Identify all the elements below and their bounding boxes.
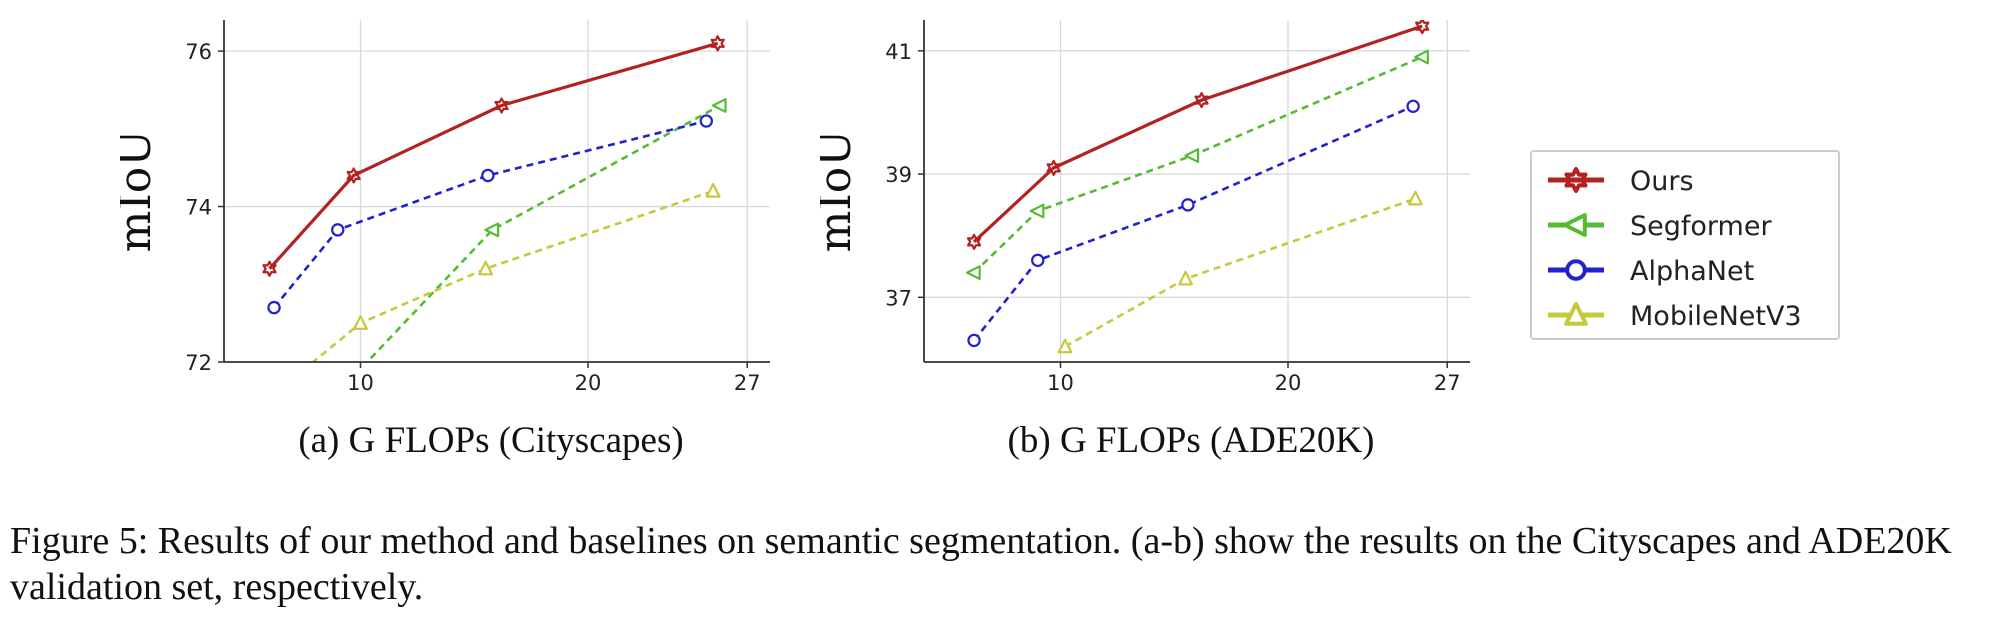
- grid-lines: [924, 20, 1470, 362]
- series-alphanet: [267, 114, 714, 315]
- data-point: [711, 98, 727, 113]
- data-point: [965, 265, 981, 281]
- data-point: [1178, 270, 1194, 286]
- legend-marker: [1564, 302, 1588, 326]
- data-point: [705, 182, 721, 198]
- y-tick-label: 37: [885, 286, 912, 310]
- x-axis-label: (b) G FLOPs (ADE20K): [1008, 420, 1375, 461]
- series-line: [972, 24, 1423, 244]
- x-axis-label: (a) G FLOPs (Cityscapes): [298, 420, 683, 461]
- data-point: [710, 35, 725, 52]
- y-tick-label: 74: [185, 196, 212, 220]
- figure-caption: Figure 5: Results of our method and base…: [10, 520, 1952, 608]
- series-alphanet: [967, 99, 1420, 348]
- y-axis-label: mIoU: [120, 130, 161, 253]
- data-point: [1057, 338, 1073, 354]
- series-mobilenetv3: [240, 182, 721, 422]
- y-tick-label: 72: [185, 351, 212, 375]
- legend-label: MobileNetV3: [1630, 301, 1802, 332]
- legend-item-segformer: Segformer: [1548, 211, 1772, 242]
- y-tick-label: 39: [885, 163, 912, 187]
- x-tick-label: 20: [575, 371, 602, 395]
- x-tick-label: 27: [1434, 371, 1461, 395]
- legend-item-mobilenetv3: MobileNetV3: [1548, 301, 1802, 332]
- data-point: [240, 409, 253, 422]
- data-point: [494, 97, 509, 114]
- series-line: [973, 105, 1414, 342]
- data-point: [353, 315, 368, 330]
- legend-label: Ours: [1630, 166, 1694, 197]
- data-point: [967, 333, 981, 348]
- data-point: [1414, 49, 1429, 65]
- legend-marker: [1565, 259, 1587, 281]
- data-point: [1046, 159, 1061, 176]
- series-line: [268, 41, 719, 270]
- series-line: [273, 119, 707, 309]
- data-point: [1407, 190, 1423, 206]
- series-segformer: [331, 98, 727, 400]
- series-line: [973, 55, 1423, 274]
- data-point: [481, 168, 495, 183]
- legend-entries: Ours Segformer AlphaNet MobileNetV3: [1548, 166, 1802, 332]
- series-line: [311, 189, 714, 362]
- data-point: [1031, 253, 1045, 268]
- data-point: [699, 114, 714, 128]
- y-tick-label: 41: [885, 40, 912, 64]
- x-tick-label: 10: [347, 371, 374, 395]
- y-axis-label: mIoU: [820, 130, 861, 253]
- data-point: [478, 260, 494, 276]
- data-point: [331, 387, 344, 400]
- data-point: [267, 300, 281, 315]
- series-ours: [966, 20, 1430, 250]
- legend-marker: [1563, 213, 1587, 237]
- grid-lines: [224, 20, 770, 363]
- legend-item-alphanet: AlphaNet: [1548, 256, 1754, 287]
- legend-label: Segformer: [1630, 211, 1772, 242]
- data-point: [346, 167, 361, 184]
- data-point: [966, 233, 982, 250]
- series-ours: [262, 35, 725, 277]
- data-point: [1029, 203, 1045, 219]
- x-tick-label: 27: [734, 371, 761, 395]
- series-mobilenetv3: [1057, 190, 1423, 354]
- series-line: [1064, 197, 1416, 348]
- legend-label: AlphaNet: [1630, 256, 1754, 287]
- data-point: [484, 222, 500, 238]
- data-point: [1194, 92, 1209, 109]
- legend: Ours Segformer AlphaNet MobileNetV3: [1530, 150, 1840, 340]
- chart-cityscapes: 10 20 27 72 74 76 mIoU (a) G FLOPs (Cityscapes): [120, 20, 770, 461]
- data-point: [1406, 99, 1420, 113]
- y-tick-label: 76: [185, 40, 212, 64]
- series-line: [365, 104, 721, 362]
- legend-marker: [1564, 167, 1588, 193]
- legend-item-ours: Ours: [1548, 166, 1694, 197]
- x-tick-label: 20: [1275, 371, 1302, 395]
- data-point: [1415, 20, 1430, 35]
- data-point: [262, 260, 277, 277]
- data-point: [1184, 148, 1200, 163]
- data-point: [1181, 198, 1195, 212]
- data-point: [331, 223, 345, 237]
- chart-ade20k: 10 20 27 37 39 41 mIoU (b) G FLOPs (ADE20K): [820, 20, 1470, 461]
- plot-area: [240, 35, 727, 422]
- x-tick-label: 10: [1047, 371, 1074, 395]
- plot-area: [965, 20, 1430, 354]
- series-segformer: [965, 49, 1429, 281]
